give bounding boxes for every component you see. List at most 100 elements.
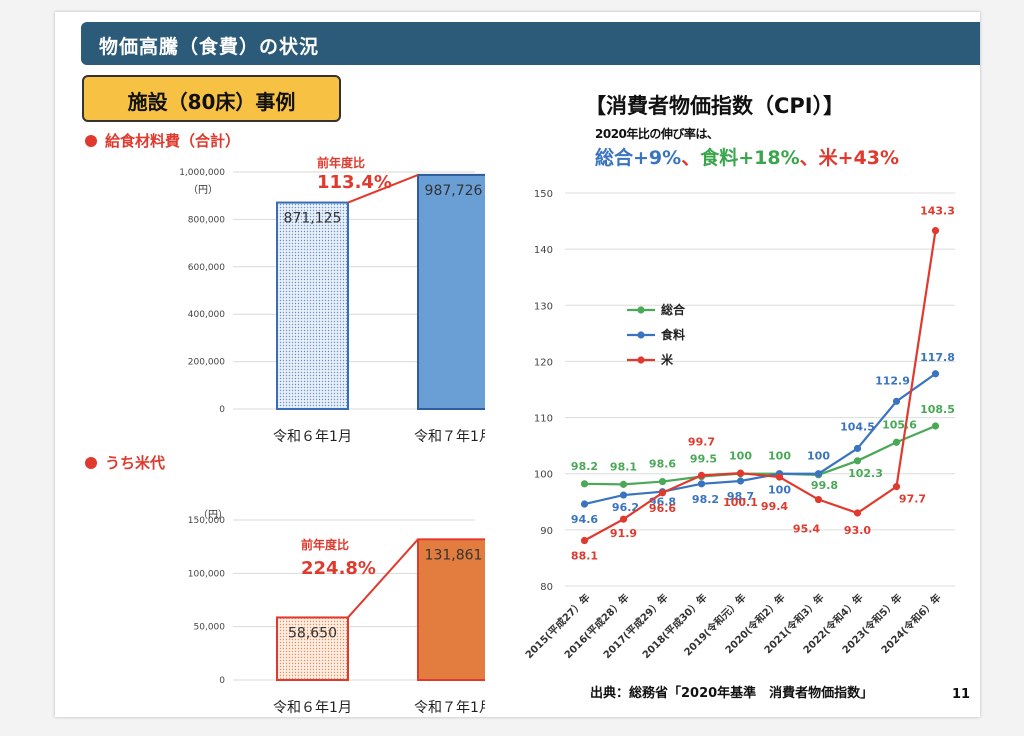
bar [276,616,349,682]
data-label: 104.5 [840,420,875,433]
data-point [931,227,940,235]
y-tick-label: 0 [219,676,225,686]
series-line [584,372,937,506]
rice-cost-heading: うち米代 [85,452,165,473]
ratio-value: 113.4% [317,172,392,193]
slide: 物価高騰（食費）の状況 施設（80床）事例 給食材料費（合計） うち米代 0 20… [55,12,980,717]
y-tick-label: 80 [540,582,553,593]
y-tick-label: 100,000 [188,569,225,579]
data-point [814,470,823,478]
data-label: 96.6 [649,502,676,515]
data-label: 98.7 [727,490,754,503]
ratio-connector-line [347,173,419,204]
cpi-title: 【消費者物価指数（CPI）】 [585,94,845,118]
data-point [931,422,940,430]
data-point [892,483,901,491]
unit-label: （円） [198,509,228,521]
case-title: 施設（80床）事例 [127,90,296,114]
data-point [580,536,589,545]
growth-part: 、 [681,147,701,169]
bar [417,173,485,411]
data-label: 93.0 [844,524,871,537]
data-label: 108.5 [920,403,955,416]
data-label: 88.1 [571,550,598,563]
legend-label: 食料 [660,327,685,342]
bullet-dot-icon [85,457,97,469]
data-point [619,480,628,488]
food-cost-heading: 給食材料費（合計） [85,130,240,151]
legend-label: 米 [661,352,674,367]
data-point [736,469,745,477]
bar [417,538,485,681]
y-tick-label: 400,000 [188,310,225,320]
cpi-subtitle: 2020年比の伸び率は、 [595,127,719,141]
data-label: 91.9 [610,527,637,540]
unit-label: （円） [188,184,218,196]
data-label: 99.8 [811,479,838,492]
ratio-value: 224.8% [301,558,376,579]
data-point [814,495,823,504]
growth-part: 、 [799,147,819,169]
y-tick-label: 110 [534,414,553,425]
source-note: 出典：総務省「2020年基準 消費者物価指数」 [590,686,874,701]
data-label: 94.6 [571,513,598,526]
x-category-label: 令和６年1月 [273,429,352,445]
bar-value-label: 131,861 [425,547,483,563]
ratio-label: 前年度比 [301,537,349,552]
data-label: 102.3 [848,467,883,480]
case-badge: 施設（80床）事例 [82,75,341,122]
data-label: 98.1 [610,460,637,473]
x-category-label: 令和７年1月 [414,700,485,716]
ratio-label: 前年度比 [317,155,365,170]
data-point [736,477,745,485]
x-tick-label: 2018(平成30）年 [639,591,709,661]
data-point [580,500,589,508]
bullet-dot-icon [85,135,97,147]
data-point [697,480,706,488]
data-label: 97.7 [899,493,926,506]
data-label: 98.2 [692,493,719,506]
data-point [853,444,862,453]
y-tick-label: 200,000 [188,358,225,368]
data-label: 100.1 [723,496,758,509]
rice-cost-chart: 0 50,000 100,000 150,000 58,650 令和６年1月 131,86… [188,509,485,716]
data-label: 117.8 [920,351,955,364]
data-point [853,509,862,517]
data-point [619,515,628,523]
data-point [892,397,901,405]
x-tick-label: 2015(平成27）年 [522,591,592,661]
data-label: 99.4 [761,500,788,513]
series-line [583,230,937,542]
y-tick-label: 140 [534,245,553,256]
y-tick-label: 120 [534,357,553,368]
data-label: 98.6 [649,458,676,471]
x-tick-label: 2017(平成29）年 [600,591,670,661]
data-label: 96.2 [612,501,639,514]
data-label: 96.8 [649,496,676,509]
growth-part: 総合+9% [595,147,682,169]
bar-value-label: 58,650 [288,625,337,641]
data-label: 143.3 [920,205,955,218]
y-tick-label: 50,000 [194,623,226,633]
series-line [584,424,936,486]
y-tick-label: 0 [219,405,225,415]
cpi-line-chart: 80 90 100 110 120 130 140 150 2015(平成27）年2016(平… [522,189,955,661]
data-point [697,471,706,479]
header-bar: 物価高騰（食費）の状況 [81,22,980,65]
data-label: 100 [768,484,791,497]
data-point [775,473,784,481]
growth-part: 食料+18% [700,147,800,169]
y-tick-label: 150 [534,189,553,200]
data-point [931,370,940,378]
legend-marker [637,331,645,339]
legend-marker [637,306,645,314]
x-category-label: 令和６年1月 [273,700,352,716]
data-point [658,477,667,486]
y-tick-label: 100 [534,470,553,481]
cpi-growth-summary: 総合+9%、食料+18%、米+43% [595,143,899,170]
data-label: 98.2 [571,460,598,473]
x-category-label: 令和７年1月 [414,429,485,445]
y-tick-label: 130 [534,301,553,312]
y-tick-label: 600,000 [188,263,225,273]
y-tick-label: 90 [540,526,553,537]
